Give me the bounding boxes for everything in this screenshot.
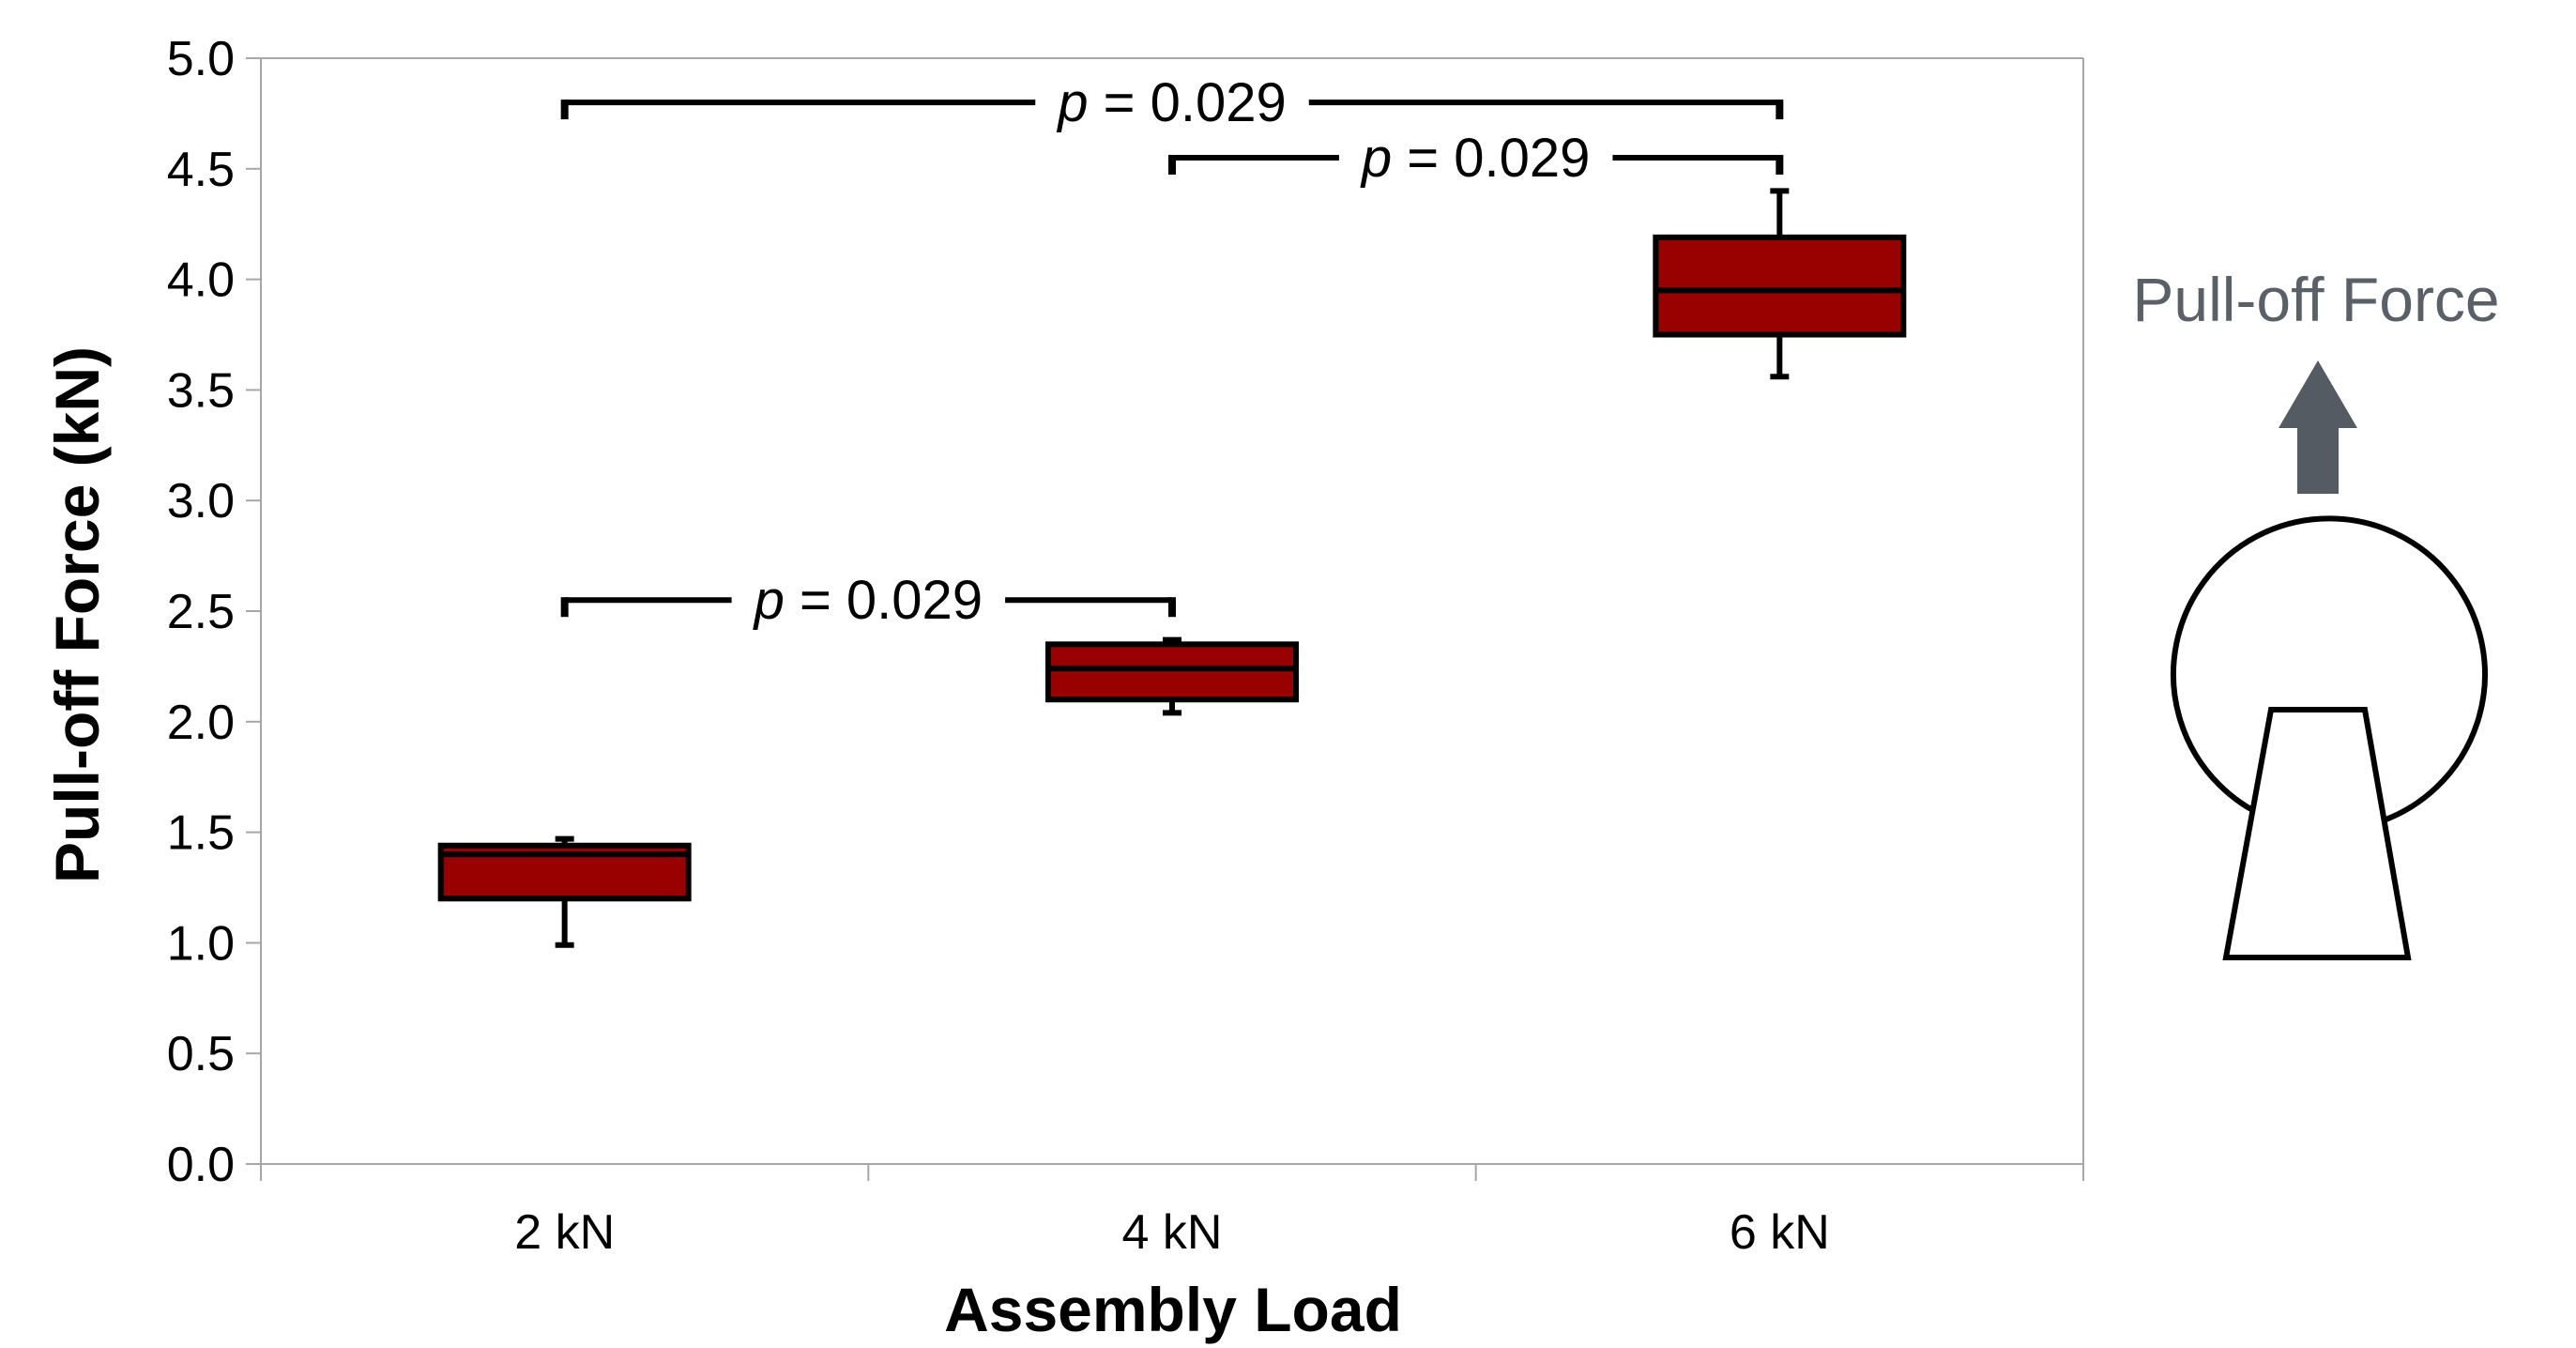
y-tick-label: 4.5: [167, 143, 235, 197]
y-tick-label: 1.0: [167, 916, 235, 971]
y-tick-label: 2.5: [167, 585, 235, 639]
y-tick-label: 0.0: [167, 1138, 235, 1192]
y-tick-label: 3.0: [167, 474, 235, 528]
p-value-label: p = 0.029: [753, 570, 983, 631]
x-axis-title: Assembly Load: [944, 1275, 1402, 1344]
y-tick-label: 3.5: [167, 363, 235, 418]
arrow-shaft: [2297, 426, 2339, 494]
y-tick-label: 2.0: [167, 696, 235, 750]
y-tick-label: 1.5: [167, 806, 235, 861]
arrow-head: [2279, 360, 2357, 428]
box-iqr: [1653, 234, 1907, 338]
plot-area: 0.0 0.5 1.0 1.5 2.0 2.5 3.0 3.5 4.0 4.5 5.0 2 kN 4 k…: [167, 32, 2084, 1260]
x-tick-label: 4 kN: [1122, 1205, 1223, 1260]
diagram-label: Pull-off Force: [2132, 265, 2499, 334]
x-tick-label: 2 kN: [514, 1205, 615, 1260]
x-tick-label: 6 kN: [1730, 1205, 1830, 1260]
p-value-label: p = 0.029: [1360, 128, 1591, 189]
y-tick-label: 5.0: [167, 32, 235, 86]
taper-outline: [2222, 707, 2412, 960]
y-axis-title: Pull-off Force (kN): [42, 346, 112, 883]
pull-off-diagram: Pull-off Force: [2132, 265, 2500, 960]
y-tick-label: 4.0: [167, 253, 235, 308]
up-arrow-icon: [2279, 360, 2357, 494]
ball-outline: [2170, 515, 2488, 825]
y-tick-label: 0.5: [167, 1027, 235, 1081]
box-iqr: [1045, 641, 1299, 703]
p-value-label: p = 0.029: [1056, 72, 1287, 133]
